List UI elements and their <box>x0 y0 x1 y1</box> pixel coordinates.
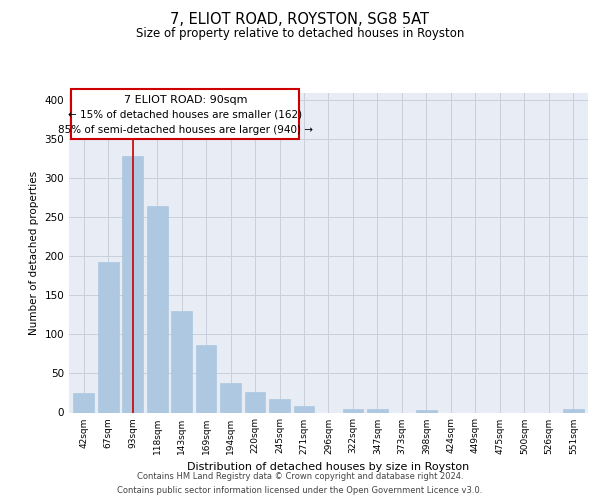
Bar <box>147 206 167 412</box>
Text: Contains HM Land Registry data © Crown copyright and database right 2024.: Contains HM Land Registry data © Crown c… <box>137 472 463 481</box>
Bar <box>73 393 94 412</box>
Bar <box>293 406 314 412</box>
Bar <box>98 262 119 412</box>
Text: 7, ELIOT ROAD, ROYSTON, SG8 5AT: 7, ELIOT ROAD, ROYSTON, SG8 5AT <box>170 12 430 28</box>
Text: 7 ELIOT ROAD: 90sqm: 7 ELIOT ROAD: 90sqm <box>124 95 247 105</box>
Bar <box>220 383 241 412</box>
Bar <box>196 346 217 412</box>
FancyBboxPatch shape <box>71 88 299 140</box>
Bar <box>269 399 290 412</box>
Text: 85% of semi-detached houses are larger (940) →: 85% of semi-detached houses are larger (… <box>58 125 313 135</box>
Bar <box>171 311 192 412</box>
Bar <box>563 410 584 412</box>
Y-axis label: Number of detached properties: Number of detached properties <box>29 170 39 334</box>
Bar <box>343 408 364 412</box>
Bar <box>416 410 437 412</box>
Bar <box>367 410 388 412</box>
X-axis label: Distribution of detached houses by size in Royston: Distribution of detached houses by size … <box>187 462 470 472</box>
Bar <box>245 392 265 412</box>
Bar <box>122 156 143 412</box>
Text: Contains public sector information licensed under the Open Government Licence v3: Contains public sector information licen… <box>118 486 482 495</box>
Text: ← 15% of detached houses are smaller (162): ← 15% of detached houses are smaller (16… <box>68 110 302 120</box>
Text: Size of property relative to detached houses in Royston: Size of property relative to detached ho… <box>136 28 464 40</box>
